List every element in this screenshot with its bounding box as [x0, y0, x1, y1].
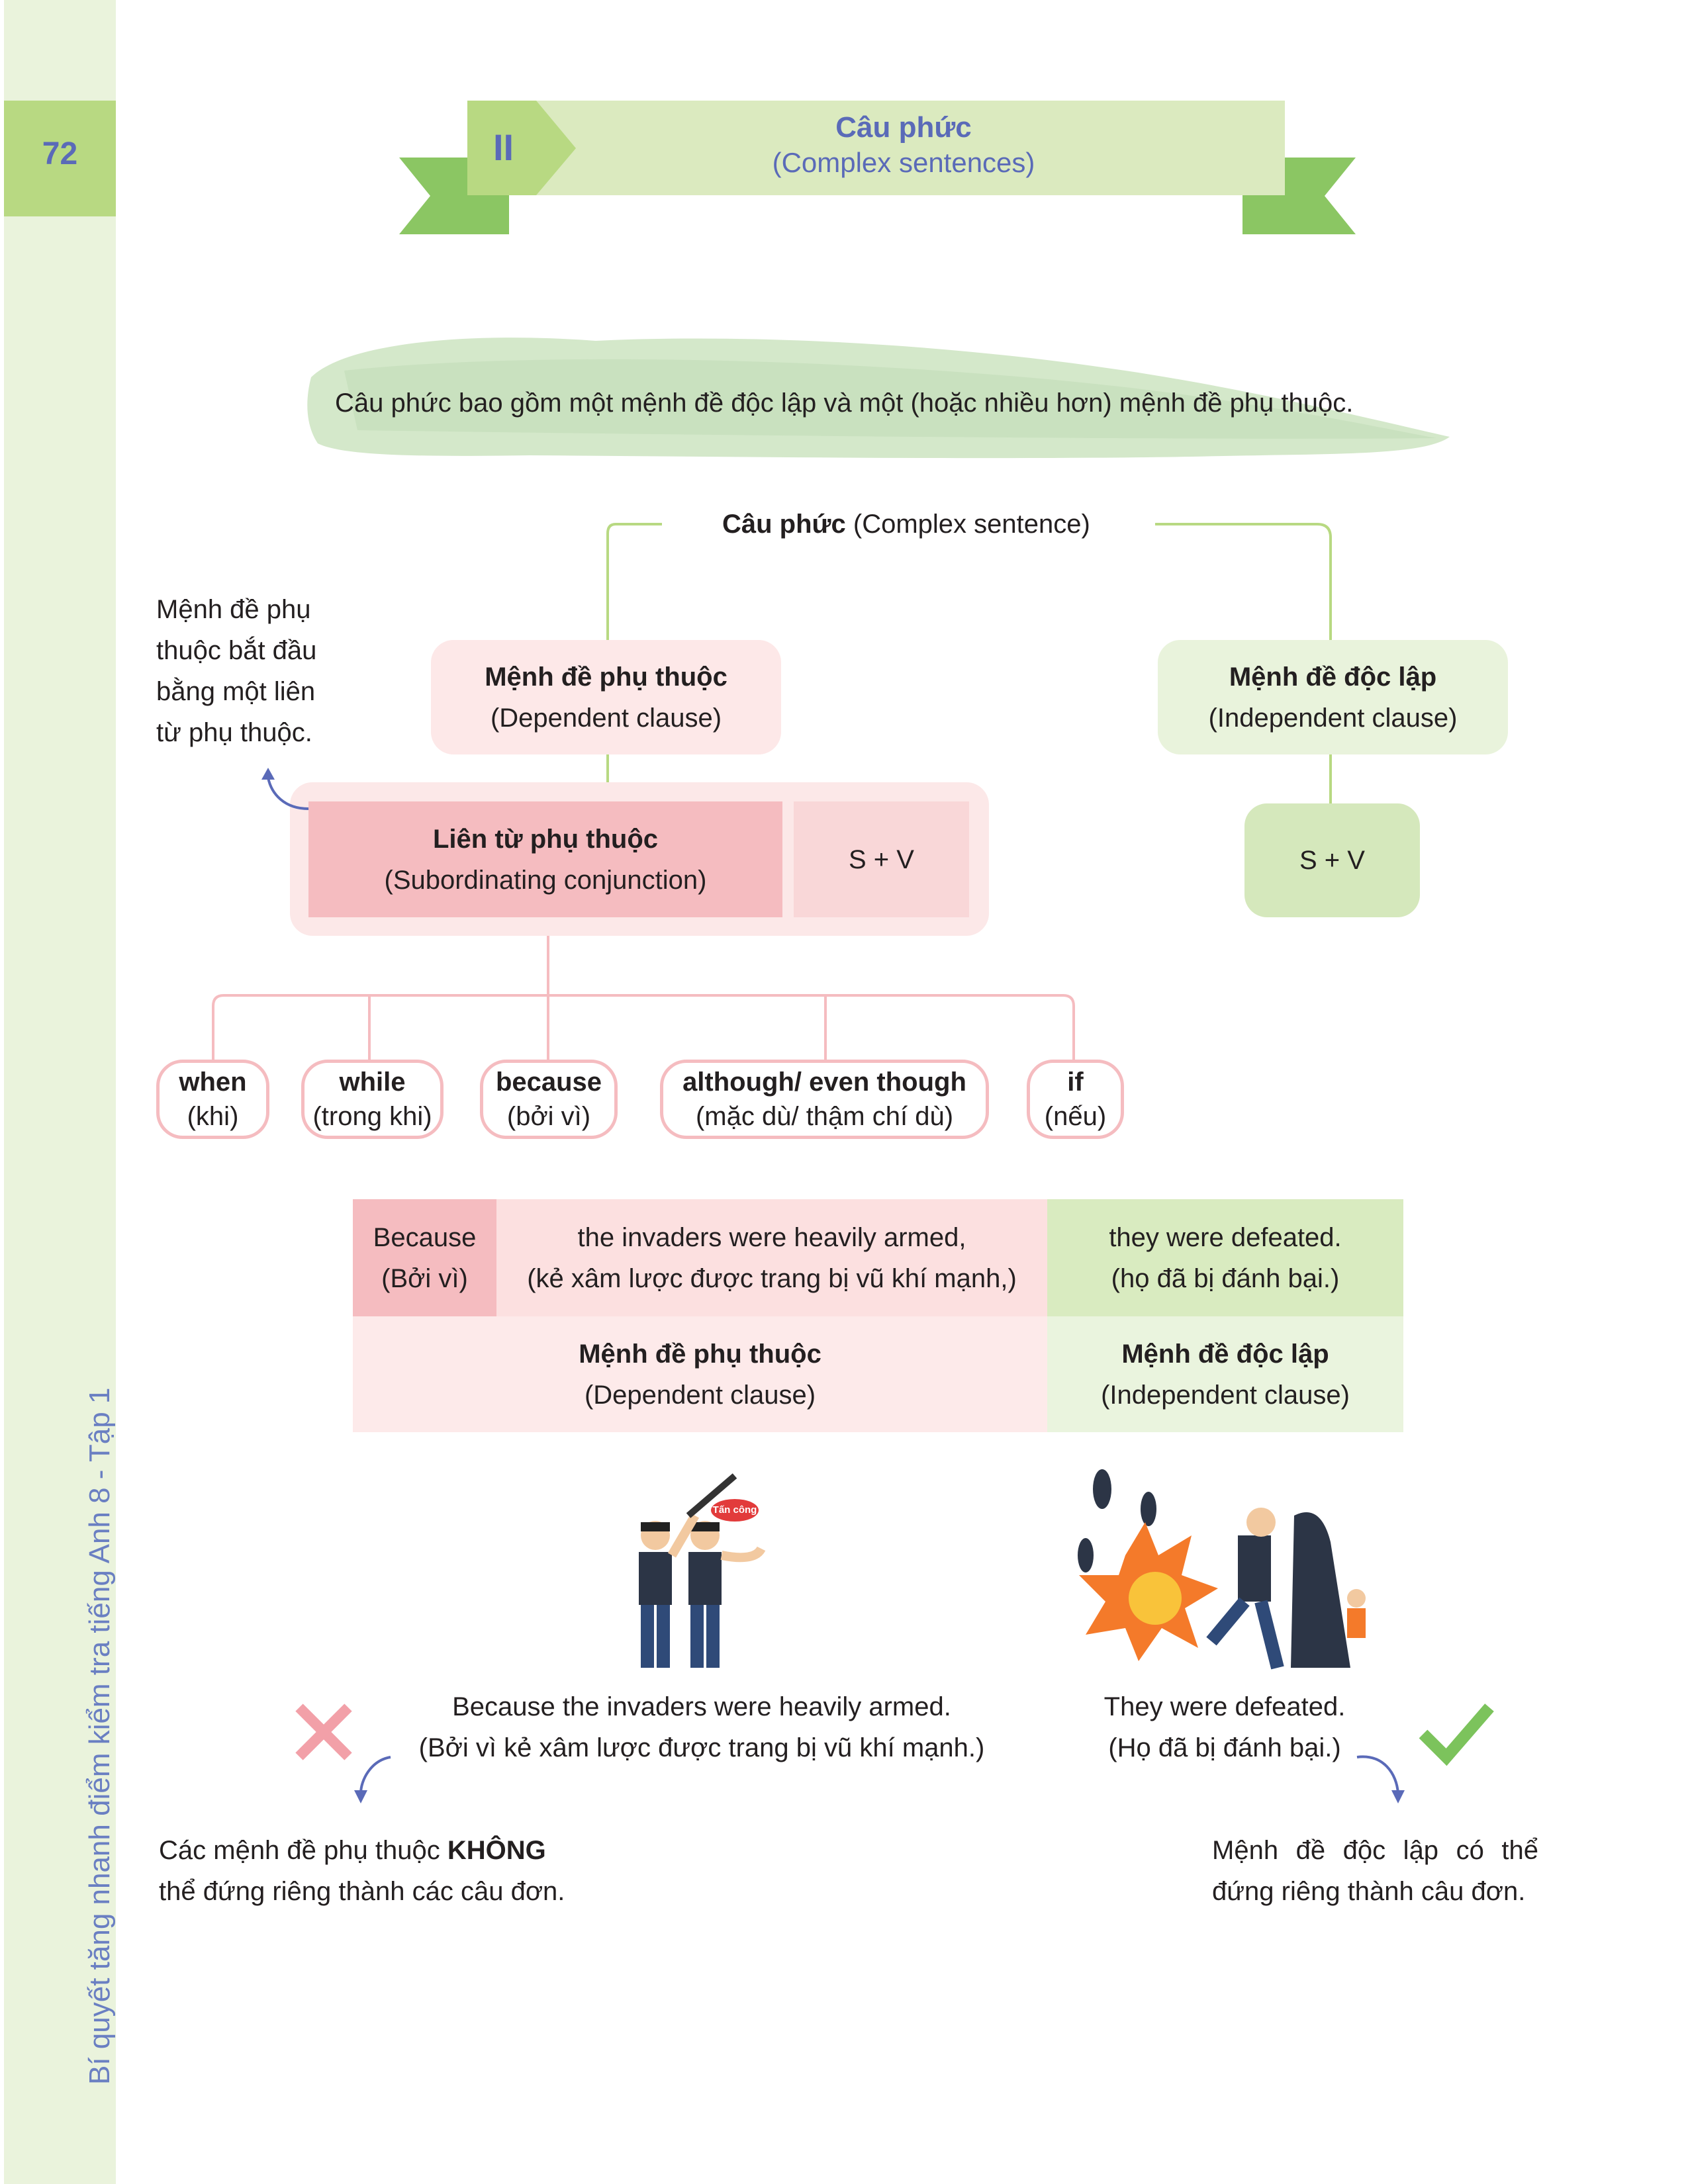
table-cell-conjunction: Because (Bởi vì) [353, 1199, 496, 1316]
dependent-title: Mệnh đề phụ thuộc [485, 662, 727, 692]
table-label-dependent: Mệnh đề phụ thuộc (Dependent clause) [353, 1316, 1047, 1432]
conjunction-title: Liên từ phụ thuộc [432, 824, 659, 854]
arrow-icon [1356, 1755, 1399, 1794]
conjunction-subtitle: (Subordinating conjunction) [384, 865, 707, 895]
sv-right: S + V [1299, 846, 1365, 875]
sign-bubble [711, 1499, 759, 1522]
subordinating-conjunction-box: Liên từ phụ thuộc (Subordinating conjunc… [308, 801, 782, 917]
conjunction-note: Mệnh đề phụ thuộc bắt đầu bằng một liên … [156, 589, 316, 753]
sidebar-strip [4, 0, 116, 2184]
table-cell-independent: they were defeated. (họ đã bị đánh bại.) [1047, 1199, 1403, 1316]
independent-clause-box: Mệnh đề độc lập (Independent clause) [1158, 640, 1508, 754]
note-line: từ phụ thuộc. [156, 718, 312, 747]
independent-title: Mệnh đề độc lập [1229, 662, 1437, 692]
invaders-illustration [639, 1473, 766, 1668]
sv-right-box: S + V [1244, 803, 1420, 917]
dependent-clause-box: Mệnh đề phụ thuộc (Dependent clause) [431, 640, 781, 754]
wrong-example: Because the invaders were heavily armed.… [418, 1692, 985, 1762]
sign-text: Tấn công [712, 1504, 757, 1516]
table-cell-dependent: the invaders were heavily armed, (kẻ xâm … [496, 1199, 1047, 1316]
right-example: They were defeated. (Họ đã bị đánh bại.) [1103, 1692, 1346, 1762]
root-rest: (Complex sentence) [845, 510, 1090, 539]
independent-subtitle: (Independent clause) [1208, 703, 1458, 733]
definition-text: Câu phức bao gồm một mệnh đề độc lập và … [335, 388, 1354, 418]
root-bold: Câu phức [722, 510, 846, 539]
dependent-subtitle: (Dependent clause) [490, 703, 722, 733]
page-number-box [4, 101, 116, 216]
conjunction-while: while (trong khi) [301, 1060, 444, 1139]
note-line: thuộc bắt đầu [156, 636, 317, 665]
arrow-icon [267, 777, 309, 810]
diagram-root: Câu phức (Complex sentence) [718, 504, 1094, 545]
check-icon [1419, 1704, 1494, 1766]
banner-numeral-tab [467, 101, 576, 195]
section-title: Câu phức [835, 111, 972, 144]
note-line: bằng một liên [156, 677, 316, 706]
wrong-note: Các mệnh đề phụ thuộc KHÔNG thể đứng riê… [159, 1836, 565, 1906]
section-subtitle: (Complex sentences) [772, 147, 1035, 178]
note-line: Mệnh đề phụ [156, 595, 311, 624]
conjunction-when: when (khi) [156, 1060, 269, 1139]
banner-body [467, 101, 1285, 195]
arrow-icon [359, 1756, 391, 1794]
sv-left: S + V [849, 844, 914, 874]
page-number: 72 [42, 136, 78, 171]
conjunction-although: although/ even though (mặc dù/ thậm chí d… [660, 1060, 989, 1139]
conjunction-if: if (nếu) [1027, 1060, 1124, 1139]
cross-icon [295, 1704, 352, 1760]
conjunction-because: because (bởi vì) [480, 1060, 618, 1139]
table-label-independent: Mệnh đề độc lập (Independent clause) [1047, 1316, 1403, 1432]
section-numeral: II [493, 126, 514, 168]
sv-left-box: S + V [794, 801, 969, 917]
defeated-illustration [1078, 1469, 1366, 1670]
right-note: Mệnh đề độc lập có thể đứng riêng thành … [1212, 1836, 1538, 1906]
